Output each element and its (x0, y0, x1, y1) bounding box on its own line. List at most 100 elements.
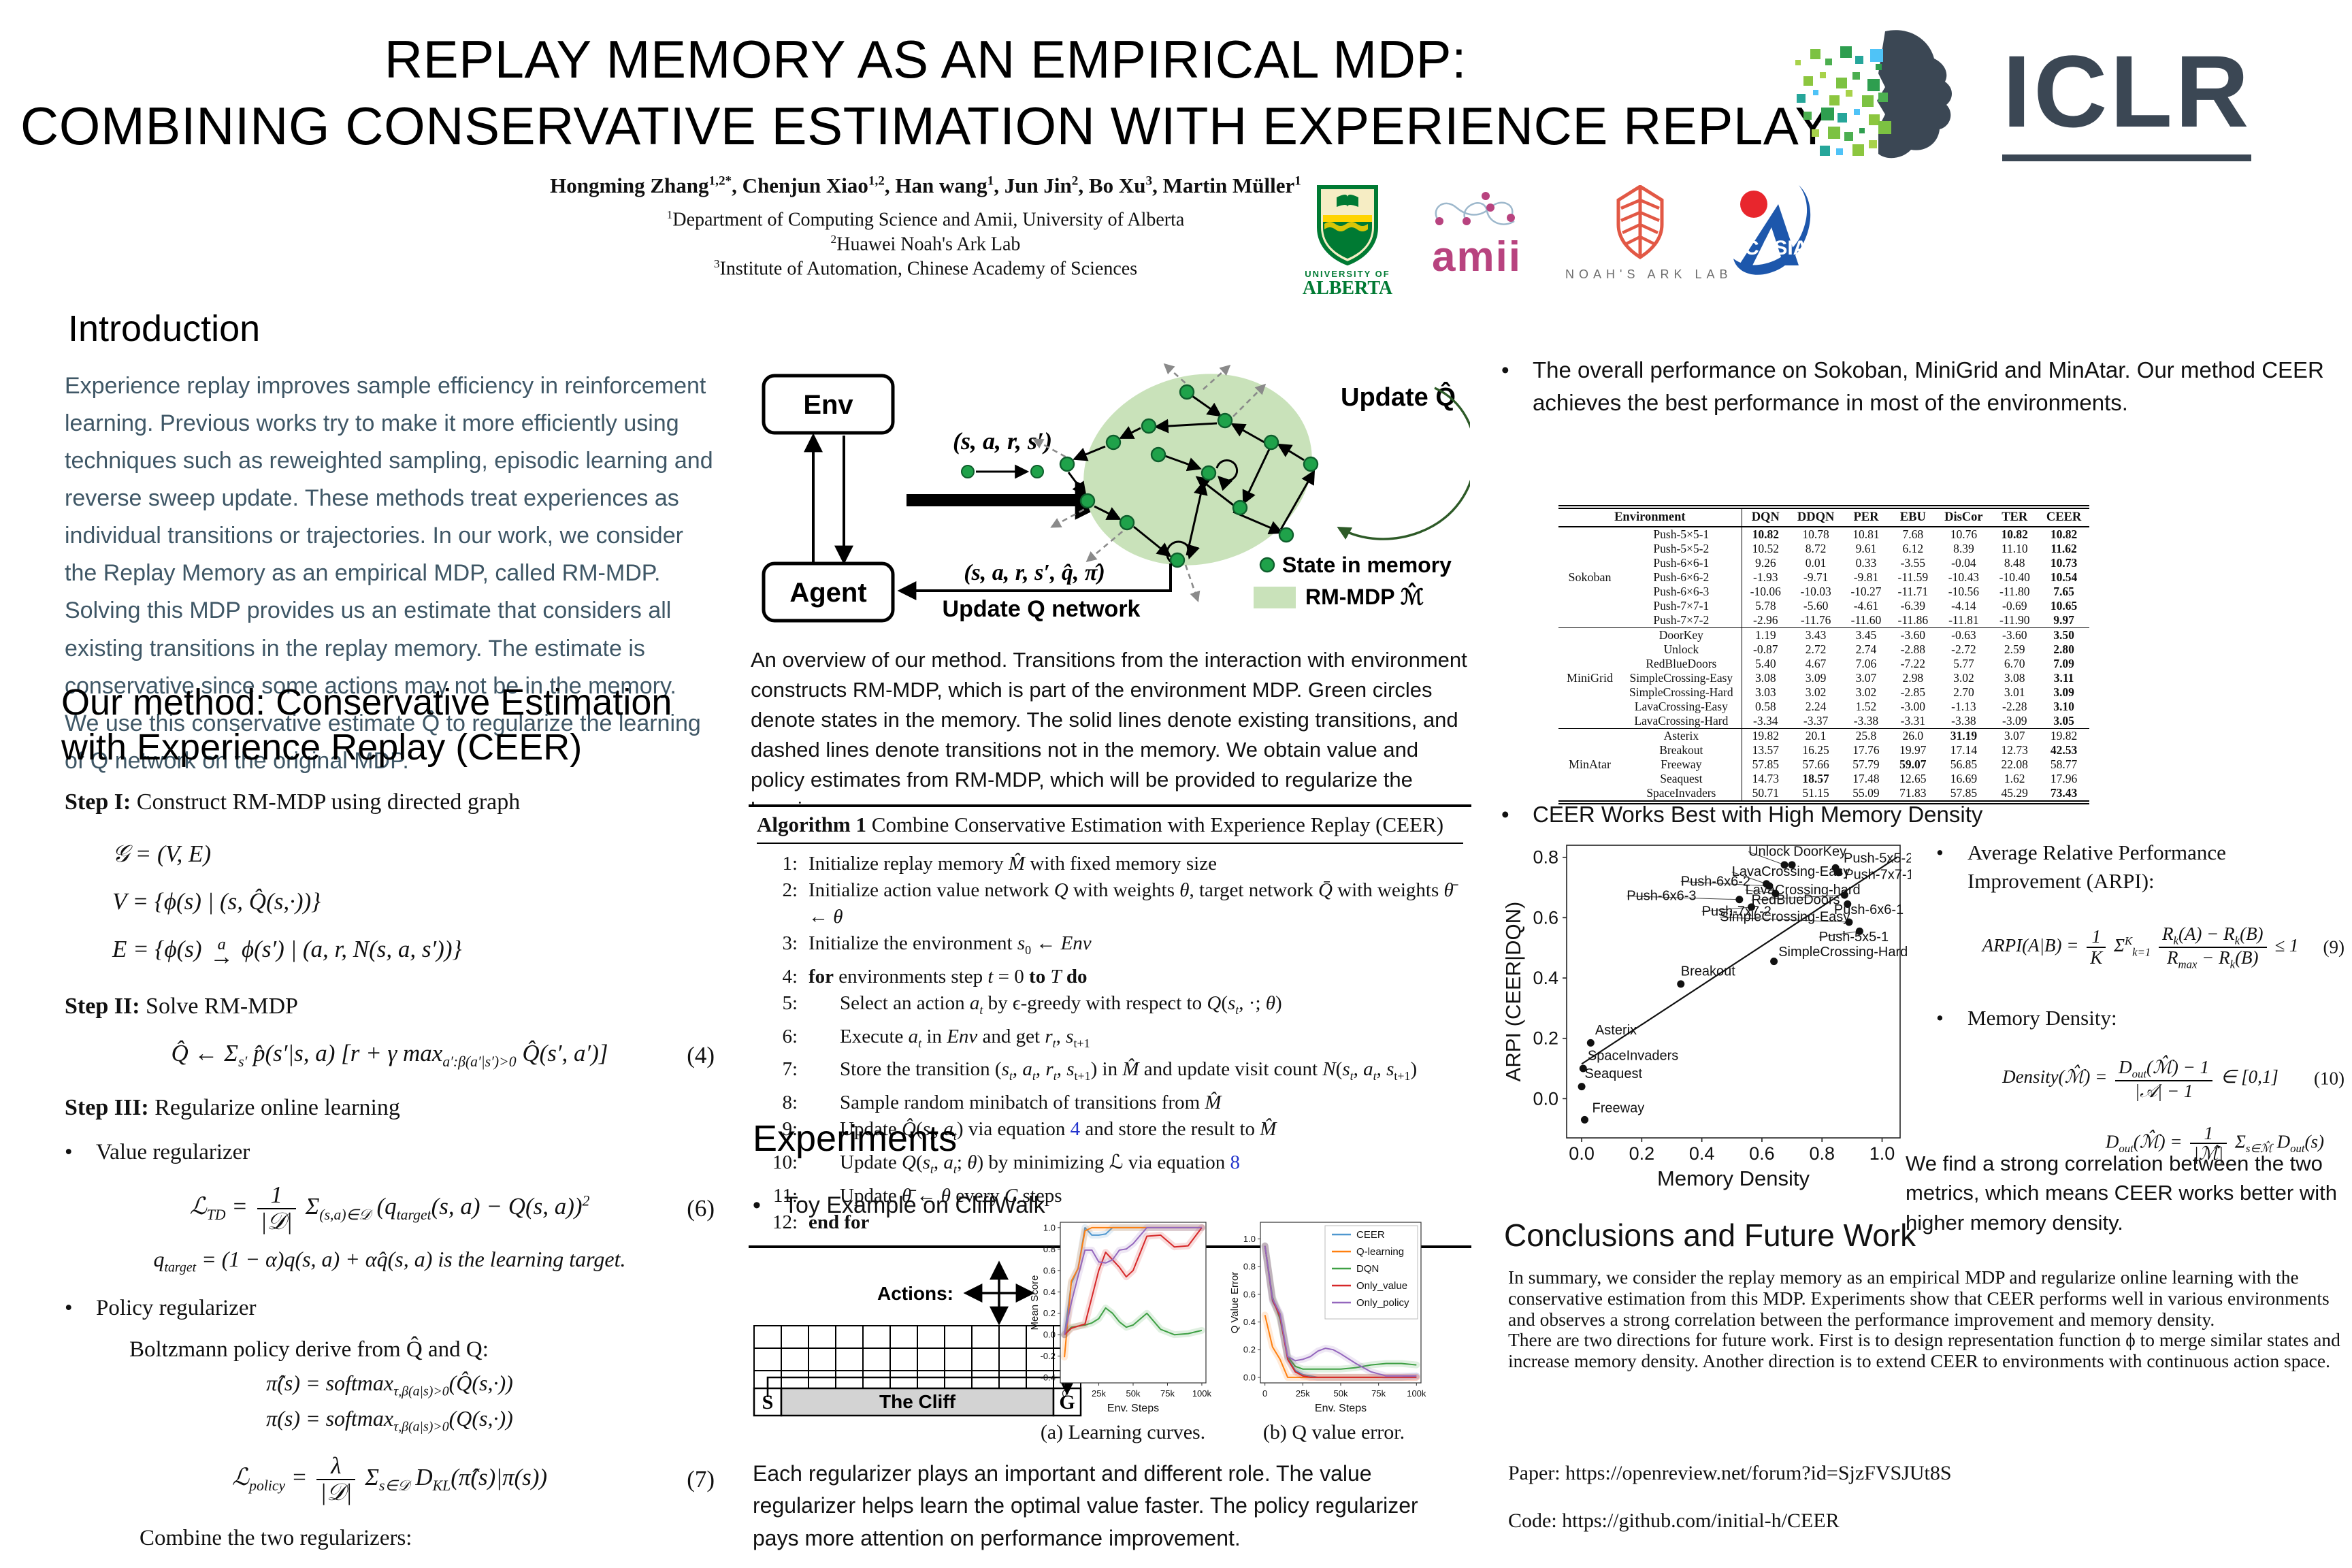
score-cell: 10.82 (1752, 527, 1779, 541)
table-row: SpaceInvaders 50.71 51.15 55.09 71.83 57.85 45… (1558, 786, 2089, 802)
scatter-point-label: Push-6x6-3 (1627, 889, 1696, 904)
scatter-point (1586, 1039, 1595, 1047)
amii-logo: amii (1412, 191, 1541, 280)
score-cell: 10.76 (1950, 527, 1978, 541)
score-cell: 0.58 (1754, 700, 1776, 713)
table-row: RedBlueDoors 5.40 4.67 7.06 -7.22 5.77 6.70 7.0… (1558, 657, 2089, 671)
score-cell: 25.8 (1842, 728, 1890, 743)
score-cell: 3.43 (1788, 627, 1843, 642)
score-cell: -4.14 (1951, 599, 1976, 612)
environment-name: Push-6×6-3 (1621, 585, 1742, 599)
conclusions-paragraph-2: There are two directions for future work… (1508, 1329, 2340, 1372)
svg-text:1.0: 1.0 (1869, 1143, 1895, 1164)
optimal-path-arrow (766, 1376, 1075, 1397)
score-cell: 19.82 (2038, 728, 2090, 743)
amii-network-icon (1435, 192, 1515, 225)
learning-curves-plot: 0 25k 50k 75k 100k -0.4 -0.2 0.0 0.2 0.4 0.6 0.8 1.0… (1029, 1222, 1211, 1414)
code-link: Code: https://github.com/initial-h/CEER (1508, 1509, 1840, 1532)
ualberta-shield-icon (1317, 185, 1378, 266)
svg-text:1.0: 1.0 (1243, 1234, 1256, 1244)
environment-name: DoorKey (1621, 627, 1742, 642)
scatter-point (1771, 889, 1780, 898)
eq7: ℒpolicy = λ |𝒟| Σs∈𝒟 DKL(π̂(s)|π(s)) (231, 1452, 548, 1505)
eq8: ℒ = ℒTD + ℒpolicy (308, 1567, 471, 1568)
scatter-point (1578, 1083, 1586, 1091)
svg-text:-0.2: -0.2 (1041, 1351, 1056, 1361)
score-cell: 3.45 (1842, 627, 1890, 642)
scatter-point-label: Push-7x7-2 (1702, 904, 1771, 919)
amii-wordmark: amii (1431, 233, 1522, 280)
score-cell: 50.71 (1752, 786, 1779, 800)
column-header: CEER (2046, 510, 2082, 524)
environment-name: LavaCrossing-Hard (1621, 714, 1742, 729)
score-cell: -7.22 (1900, 657, 1926, 670)
score-cell: -10.43 (1948, 570, 1979, 584)
score-cell: 17.76 (1852, 743, 1880, 757)
score-cell: 3.09 (1805, 671, 1827, 685)
algorithm-line: 4: for environments step t = 0 to T do (782, 965, 1088, 987)
svg-text:Only_value: Only_value (1356, 1280, 1407, 1292)
score-cell: 10.65 (2050, 599, 2078, 612)
value-regularizer-bullet: • Value regularizer (65, 1140, 250, 1164)
noahs-ark-icon (1616, 184, 1664, 259)
table-row: LavaCrossing-Hard -3.34 -3.37 -3.38 -3.31 -3.… (1558, 714, 2089, 729)
scatter-point (1579, 1064, 1587, 1073)
svg-text:25k: 25k (1296, 1388, 1310, 1399)
legend-state-label: State in memory (1282, 553, 1452, 577)
bullet-dot: • (1936, 840, 1944, 864)
svg-text:Env. Steps: Env. Steps (1107, 1403, 1159, 1414)
score-cell: 3.02 (1855, 685, 1877, 699)
score-cell: 73.43 (2050, 786, 2078, 800)
group-label: MinAtar (1558, 728, 1622, 802)
svg-text:75k: 75k (1160, 1388, 1175, 1399)
svg-text:0.4: 0.4 (1243, 1317, 1256, 1327)
scatter-point (1855, 927, 1863, 935)
score-cell: -11.59 (1897, 570, 1929, 584)
title-block: REPLAY MEMORY AS AN EMPIRICAL MDP: COMBI… (0, 26, 1851, 281)
algorithm-line: 10: Update Q(st, at; θ) by minimizing ℒ v… (772, 1151, 1241, 1176)
memory-to-agent-arrow (897, 564, 1172, 600)
score-cell: 56.85 (1950, 757, 1978, 771)
noahs-ark-logo: NOAH'S ARK LAB (1565, 184, 1728, 282)
score-cell: -1.93 (1753, 570, 1778, 584)
legend-state-icon (1259, 557, 1275, 573)
table-row: Seaquest 14.73 18.57 17.48 12.65 16.69 1.62 17.… (1558, 772, 2089, 786)
step2-heading: Step II: Solve RM-MDP (65, 994, 298, 1019)
score-cell: 2.72 (1805, 642, 1827, 656)
scatter-point (1780, 861, 1788, 869)
score-cell: 51.15 (1802, 786, 1829, 800)
score-cell: 0.01 (1805, 556, 1827, 570)
score-cell: 10.54 (2050, 570, 2078, 584)
eq-dout: Dout(ℳ̂) = 1 |ℳ̂| Σs∈ℳ̂ Dout(s) (2105, 1122, 2324, 1164)
score-cell: 20.1 (1788, 728, 1843, 743)
bullet-dot: • (1501, 802, 1509, 827)
scatter-point-label: SpaceInvaders (1588, 1049, 1678, 1064)
environment-name: RedBlueDoors (1621, 657, 1742, 671)
scatter-point-label: Breakout (1681, 964, 1735, 979)
table-row: Unlock -0.87 2.72 2.74 -2.88 -2.72 2.59 2.80 (1558, 642, 2089, 657)
scatter-point-label: Freeway (1592, 1100, 1645, 1115)
scatter-point-label: Push-6x6-1 (1834, 902, 1904, 917)
svg-text:100k: 100k (1407, 1388, 1426, 1399)
table-row: Push-7×7-2 -2.96 -11.76 -11.60 -11.86 -11.81 -… (1558, 613, 2089, 628)
ualberta-top-text: UNIVERSITY OF (1305, 269, 1390, 279)
algorithm-line: 1: Initialize replay memory M̂ with fixed… (782, 853, 1217, 875)
score-cell: 16.69 (1950, 772, 1978, 785)
eq6-number: (6) (687, 1194, 715, 1222)
scatter-point-label: Push-5x5-2 (1844, 851, 1911, 866)
environment-name: Push-7×7-1 (1621, 599, 1742, 613)
score-cell: 2.59 (2004, 642, 2025, 656)
score-cell: 42.53 (2050, 743, 2078, 757)
score-cell: 13.57 (1752, 743, 1779, 757)
score-cell: 3.03 (1754, 685, 1776, 699)
algorithm-line: 12: end for (772, 1211, 870, 1233)
score-cell: 22.08 (2001, 757, 2028, 771)
score-cell: 17.48 (1852, 772, 1880, 785)
algorithm-line: 8: Sample random minibatch of transitions… (782, 1092, 1222, 1114)
svg-text:0.4: 0.4 (1533, 968, 1558, 988)
score-cell: -9.71 (1803, 570, 1829, 584)
score-cell: 16.25 (1802, 743, 1829, 757)
score-cell: 10.73 (2050, 556, 2078, 570)
svg-text:75k: 75k (1371, 1388, 1386, 1399)
